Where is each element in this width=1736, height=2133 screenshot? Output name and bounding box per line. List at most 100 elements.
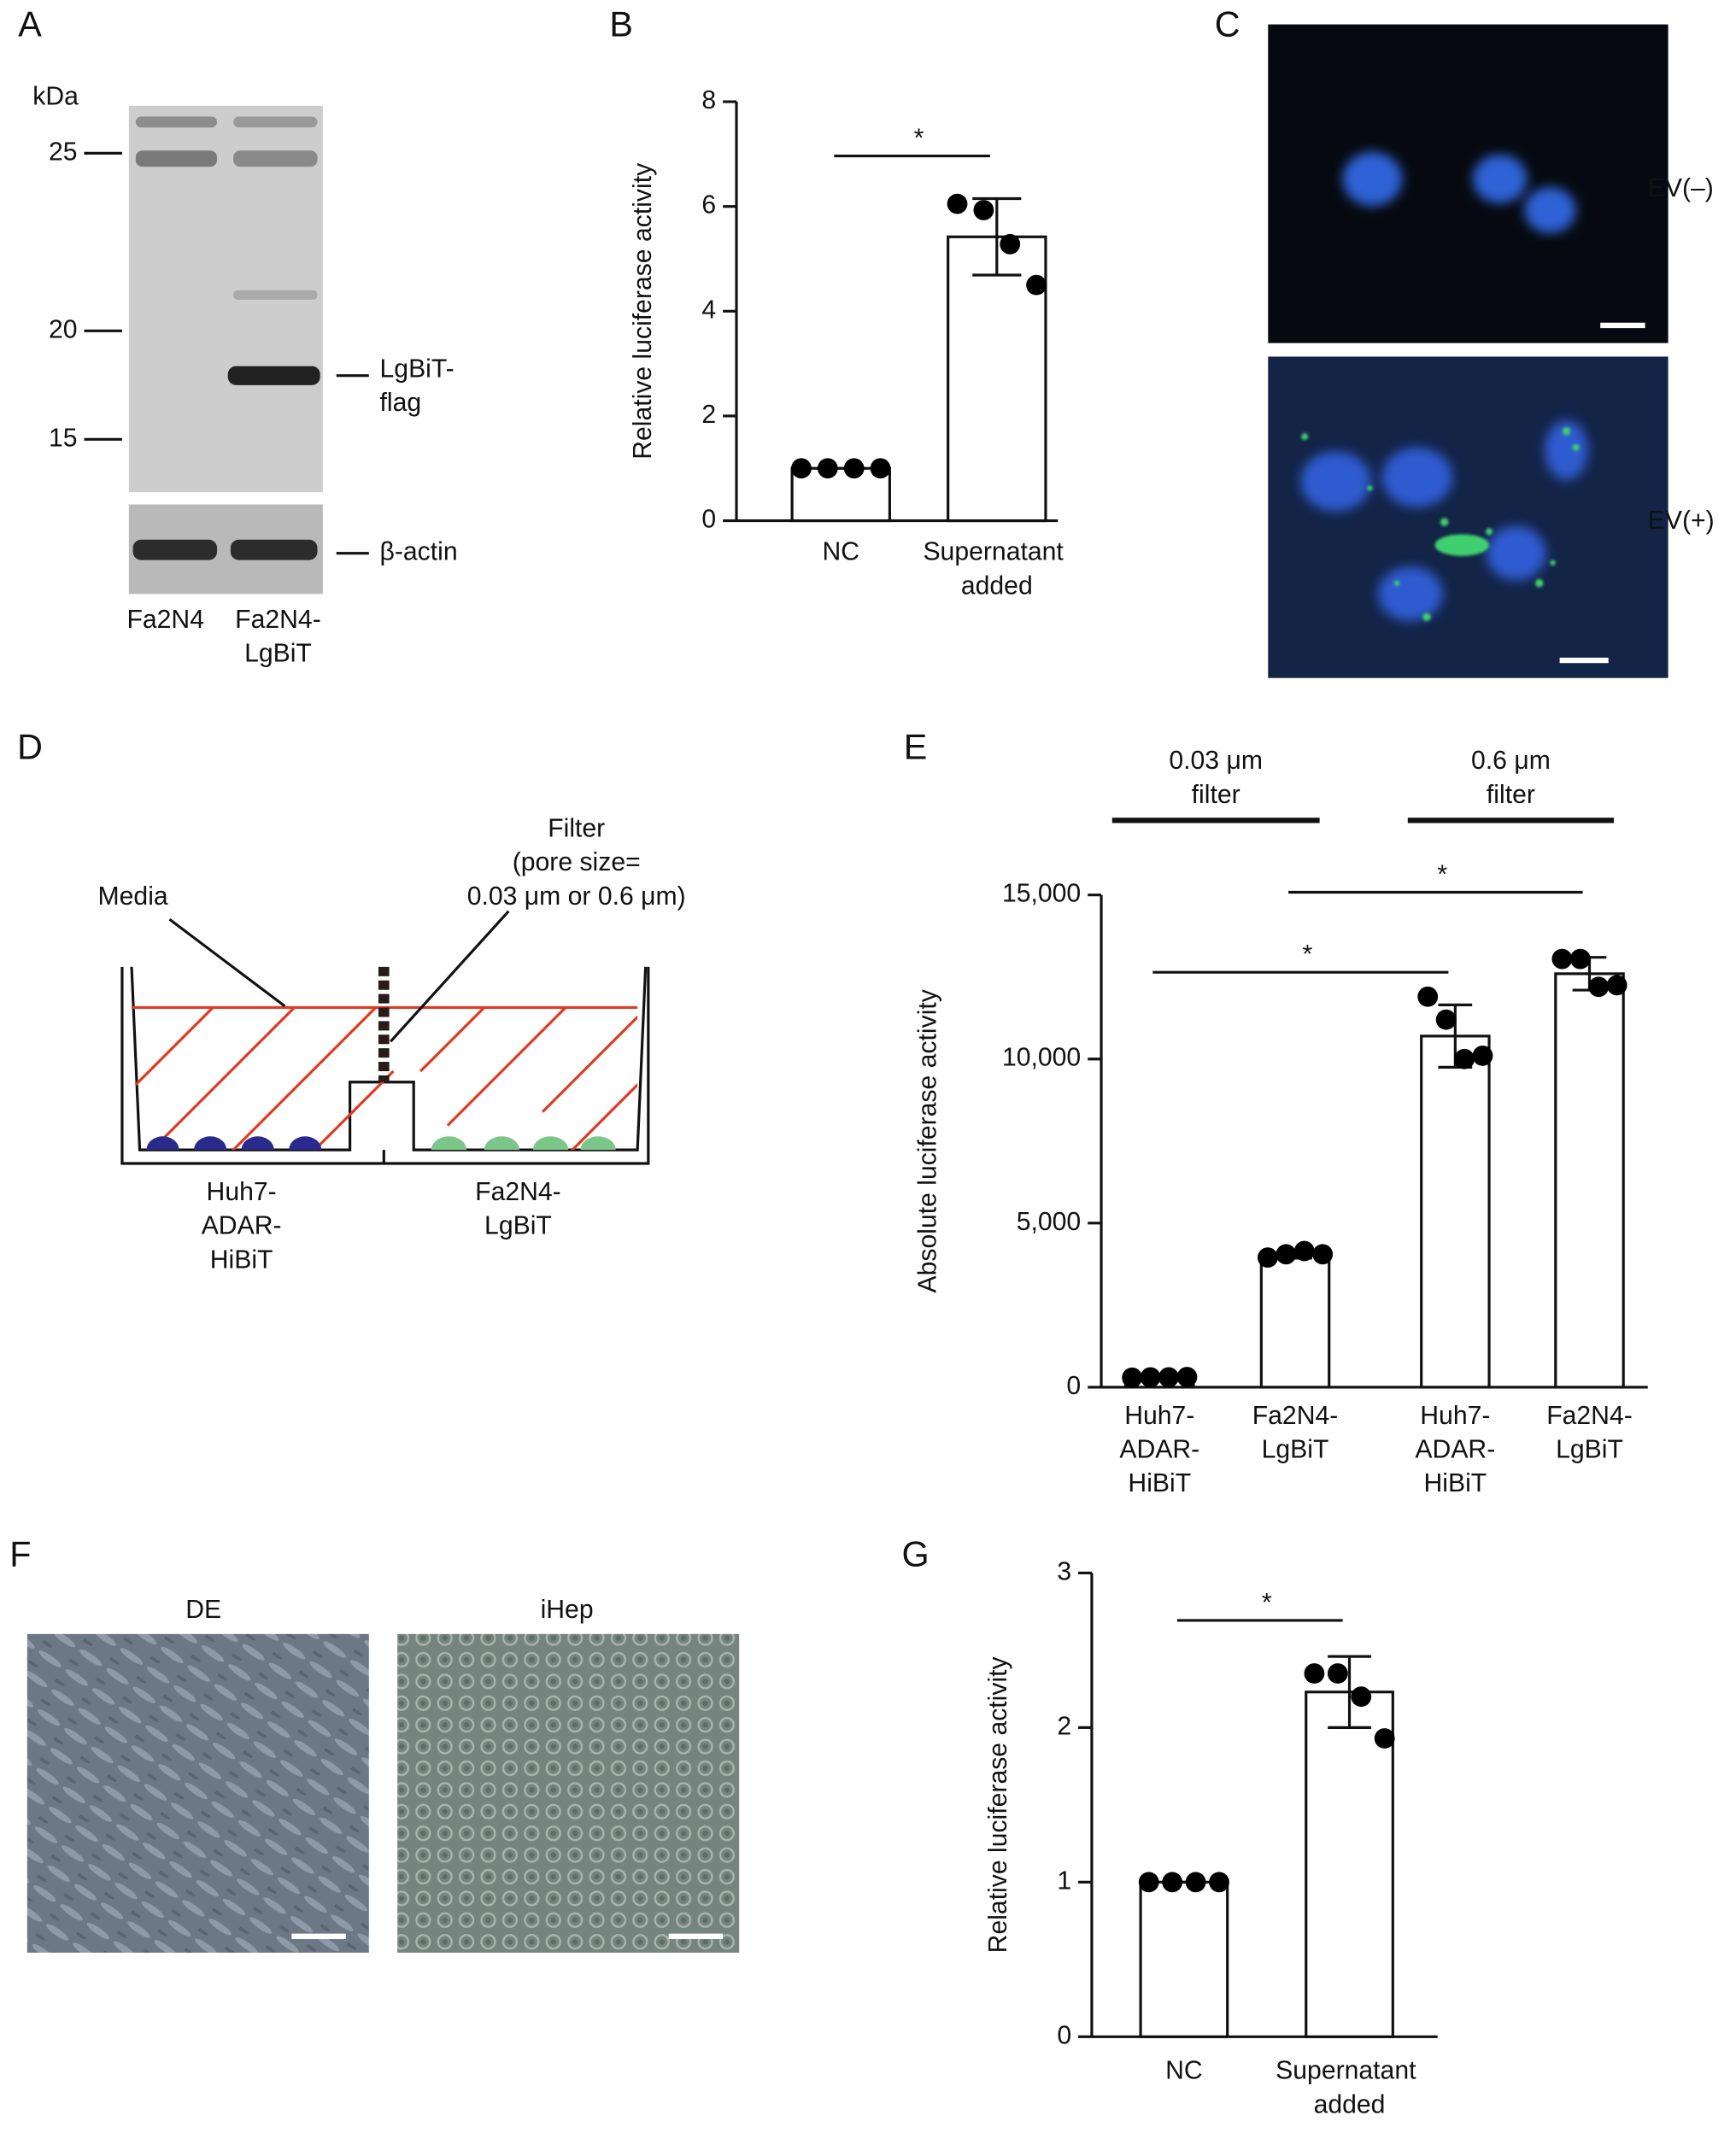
group-label: filter [1192,781,1240,809]
y-tick-label: 6 [701,191,716,220]
panel-c: C EV(–) EV(+) [1215,5,1715,678]
chart: E Absolute luciferase activity 0 5,000 10,00… [904,728,1648,1497]
well-label: Huh7-ADAR-HiBiT [202,1178,282,1274]
panel-letter: D [17,728,43,767]
panel-letter: A [18,5,42,44]
marker-label: 20 [49,315,78,343]
data-point [870,458,891,479]
image-label: DE [185,1596,221,1624]
data-point [1122,1367,1143,1388]
y-tick-label: 4 [701,296,716,324]
x-tick-label: Huh7-ADAR-HiBiT [1415,1402,1495,1497]
y-tick-label: 2 [701,401,716,429]
data-point [1454,1048,1475,1069]
blot-band [135,116,218,128]
data-point [1551,948,1573,970]
x-tick-label: Supernatant added [1276,2057,1423,2119]
y-tick-label: 5,000 [1017,1208,1081,1236]
data-point [1374,1728,1395,1749]
loading-label: β-actin [380,538,458,566]
y-tick-label: 2 [1057,1712,1071,1740]
y-axis-label: Relative luciferase activity [629,162,657,460]
data-point [843,458,865,479]
y-tick-label: 0 [1057,2021,1071,2049]
fluorescence-image [1268,356,1669,678]
blot-band [233,150,318,167]
micrograph [397,1633,740,1953]
group-label: filter [1487,781,1535,809]
blot-unit: kDa [32,82,79,110]
data-point [817,458,838,479]
error-bar [1328,1655,1371,1729]
chart: G Relative luciferase activity 0 1 2 3 NC Super… [902,1534,1438,2118]
data-point [1026,274,1047,296]
micrograph [26,1633,369,1953]
bar [1259,1252,1331,1389]
group-label: 0.6 μm [1471,747,1551,775]
y-tick-label: 0 [701,506,716,534]
y-tick-label: 15,000 [1002,880,1081,908]
data-point [1209,1872,1229,1893]
data-point [1312,1244,1334,1265]
lane-label: Fa2N4-LgBiT [235,606,321,668]
media-pointer [168,917,286,1008]
data-point [1185,1872,1206,1893]
panel-letter: G [902,1534,930,1573]
blot-band [230,539,318,560]
data-point [1000,233,1021,255]
blot-band [132,539,218,560]
blot-band [135,150,218,167]
y-tick-label: 0 [1066,1372,1081,1400]
y-tick-label: 1 [1057,1866,1071,1895]
data-point [1276,1244,1297,1265]
fluorescence-image [1268,24,1669,343]
chart: B Relative luciferase activity 0 2 4 6 8 NC Supe… [609,5,1070,601]
bar [790,466,891,523]
data-point [1138,1872,1159,1893]
data-point [973,200,994,220]
panel-letter: E [904,728,928,767]
marker-label: 25 [49,138,78,166]
significance-label: * [914,124,924,152]
blot-band [233,290,318,300]
y-tick-label: 8 [701,86,716,114]
x-tick-label: Fa2N4-LgBiT [1252,1402,1339,1464]
image-label: EV(–) [1648,174,1714,202]
image-label: iHep [541,1596,594,1624]
data-point [1304,1663,1325,1684]
data-point [1257,1247,1278,1269]
lgbit-cells [431,1136,616,1151]
group-label: 0.03 μm [1169,747,1263,775]
y-tick-label: 10,000 [1002,1044,1081,1072]
data-point [1176,1367,1198,1387]
hibit-cells [146,1136,322,1151]
data-point [1140,1367,1161,1388]
y-axis-label: Absolute luciferase activity [913,988,941,1292]
panel-letter: F [9,1534,31,1573]
significance-label: * [1302,941,1312,969]
data-point [1417,986,1439,1007]
nuclei [1300,420,1588,622]
panel-d: D Media Filter (pore size= 0.03 μm or 0.… [17,728,686,1275]
panel-letter: C [1215,5,1240,44]
data-point [1351,1686,1372,1708]
x-tick-label: Fa2N4-LgBiT [1546,1402,1633,1464]
y-tick-label: 3 [1057,1557,1071,1585]
data-point [1435,1009,1457,1030]
data-point [1606,975,1628,996]
media-hatch [134,1007,638,1151]
blot-band [233,116,318,128]
marker-label: 15 [49,424,78,452]
diagram-label: 0.03 μm or 0.6 μm) [467,882,686,911]
y-axis-label: Relative luciferase activity [984,1655,1012,1953]
data-point [1158,1367,1179,1388]
significance-label: * [1262,1589,1272,1617]
data-point [1569,948,1591,970]
data-point [1327,1663,1348,1684]
data-point [1293,1240,1315,1262]
image-label: EV(+) [1648,507,1715,535]
diagram-label: (pore size= [513,848,641,876]
panel-letter: B [609,5,633,44]
ev-signal [1301,427,1580,622]
